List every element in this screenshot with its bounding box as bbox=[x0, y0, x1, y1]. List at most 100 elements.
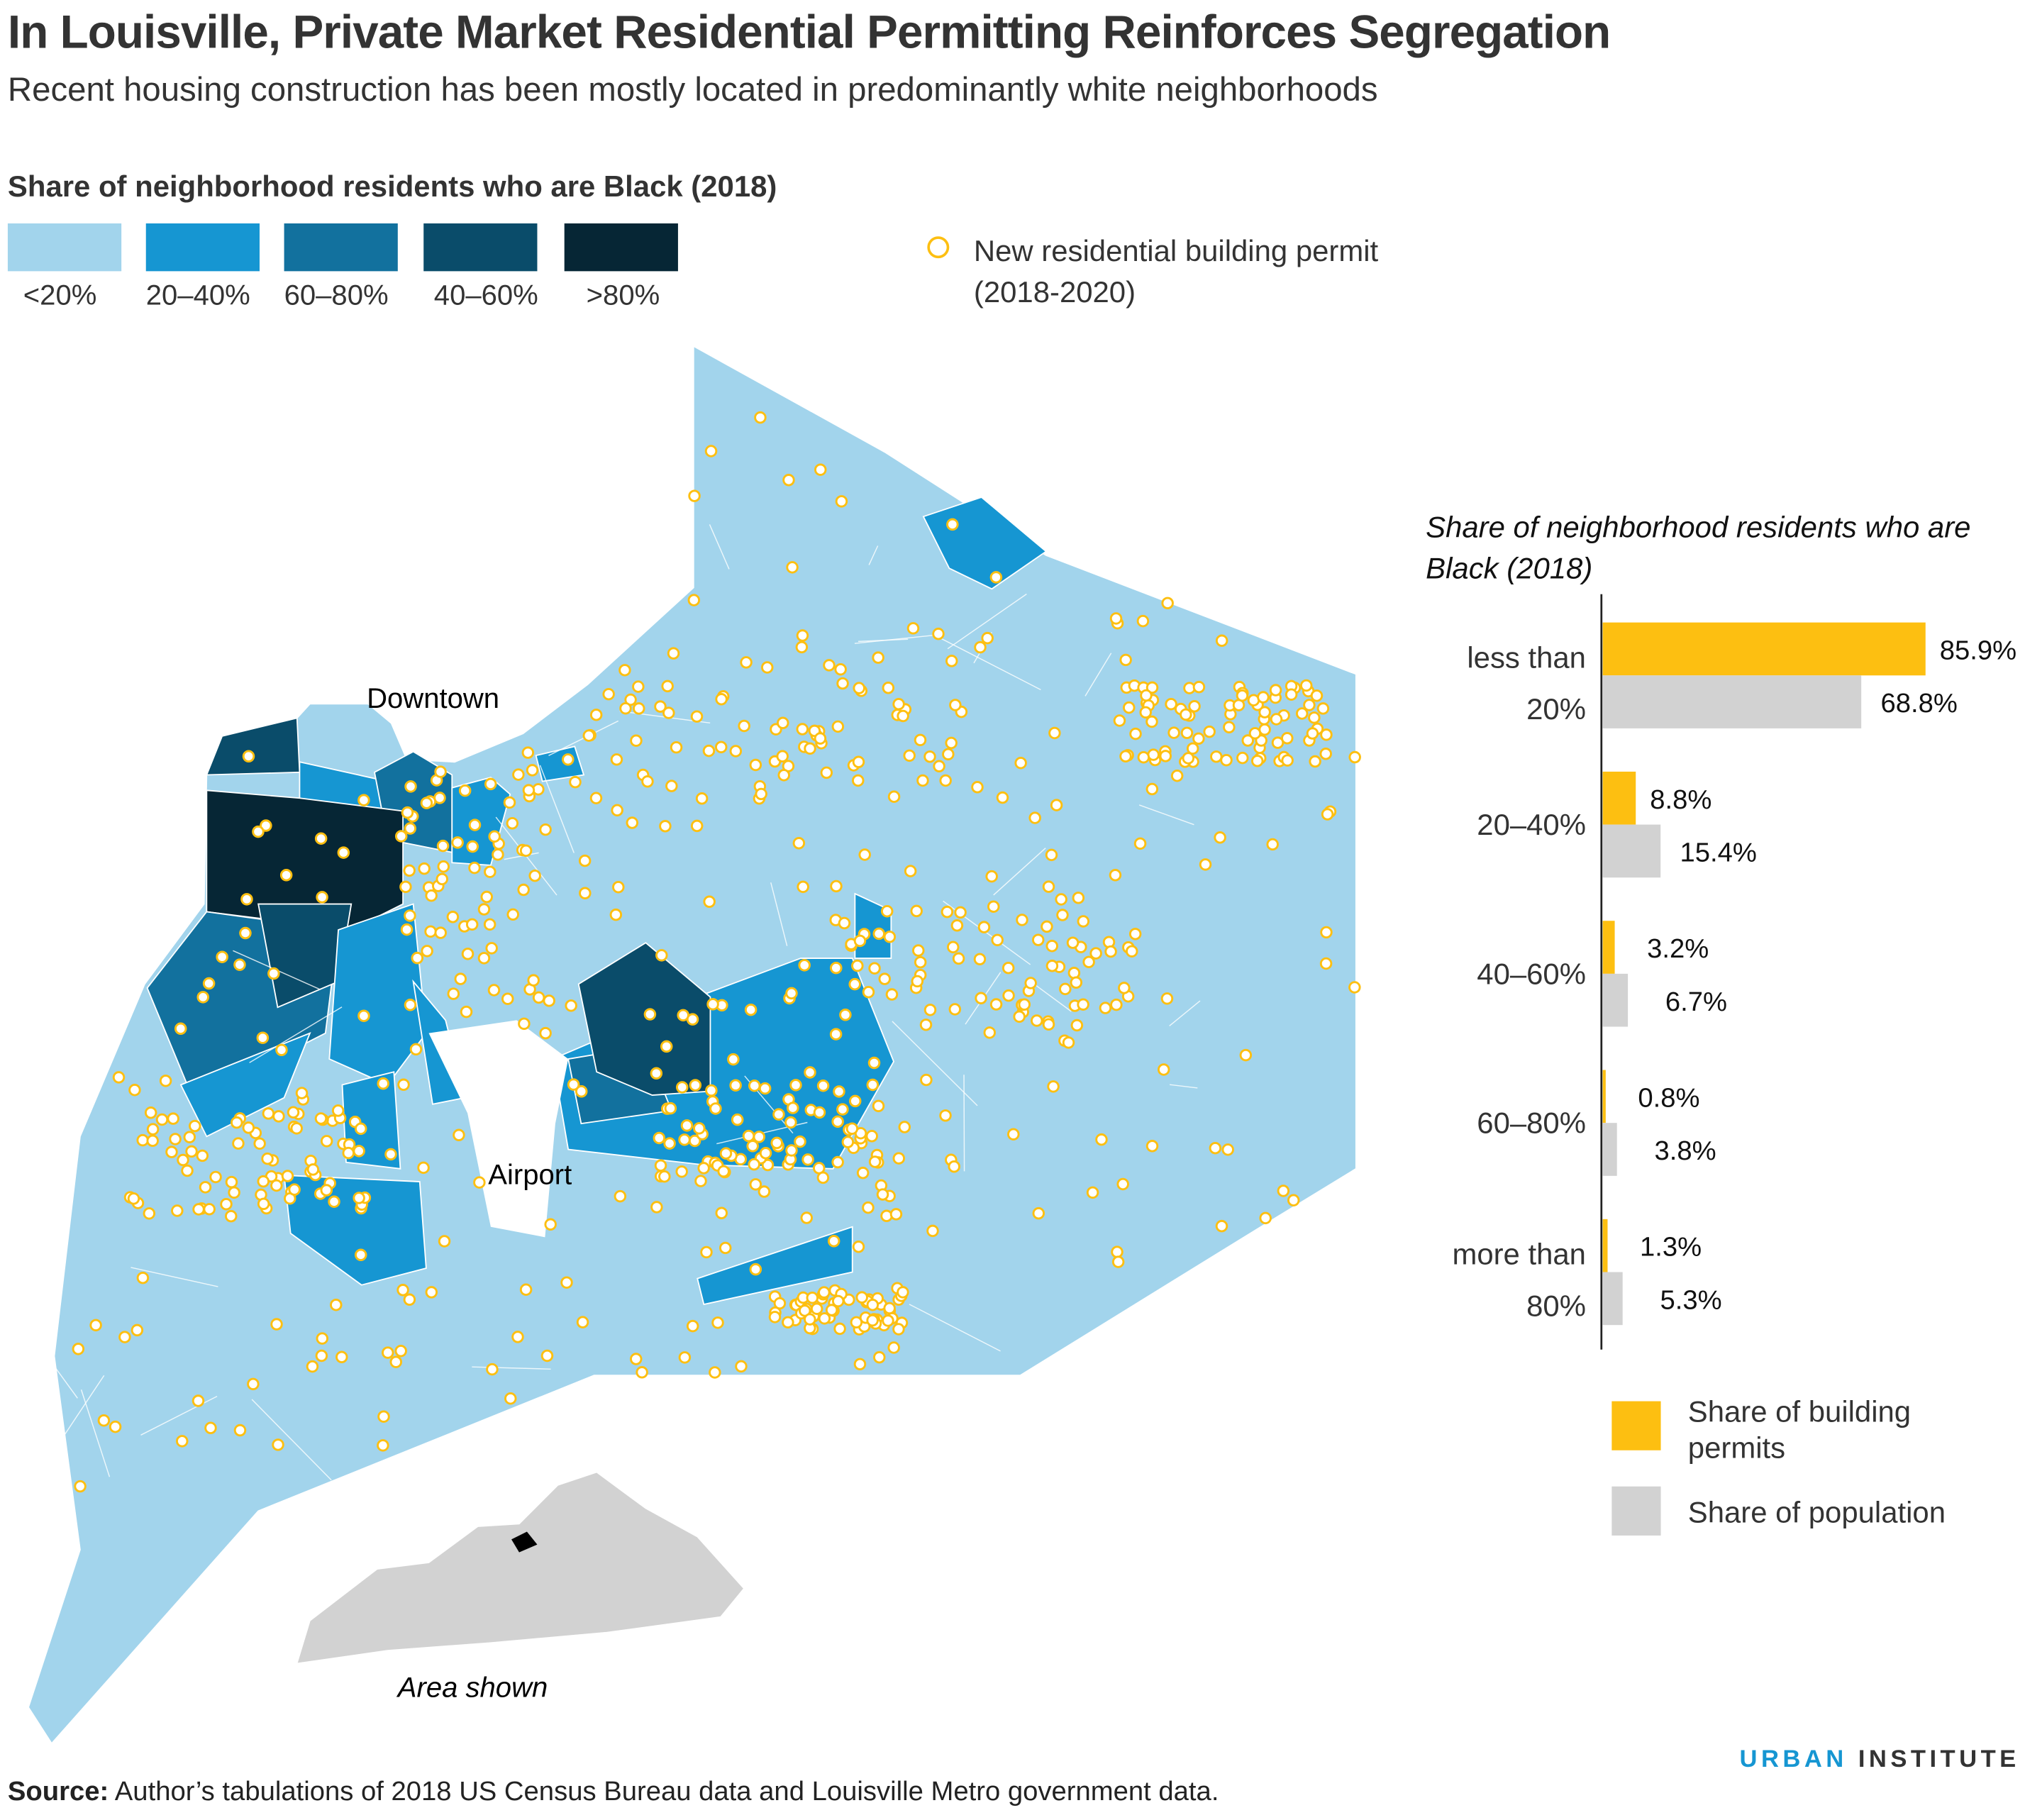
permit-dot bbox=[729, 745, 743, 758]
legend-label: <20% bbox=[23, 279, 97, 311]
permit-dot bbox=[420, 797, 433, 809]
permit-dot bbox=[914, 955, 927, 969]
permit-dot bbox=[1111, 1245, 1124, 1258]
permit-dot bbox=[872, 927, 885, 940]
permit-dot bbox=[320, 1184, 333, 1197]
boundary-line bbox=[80, 1389, 111, 1477]
permit-dot bbox=[196, 991, 209, 1004]
permit-dot bbox=[109, 1420, 122, 1433]
permit-dot bbox=[527, 974, 540, 987]
permit-dot bbox=[1110, 998, 1123, 1011]
permit-dot bbox=[1070, 1019, 1084, 1032]
permit-dot bbox=[852, 755, 865, 769]
permit-dot bbox=[755, 787, 767, 801]
permit-dot bbox=[1140, 689, 1153, 702]
permit-dot bbox=[454, 972, 467, 985]
permit-dot bbox=[1348, 750, 1361, 764]
permit-dot bbox=[1320, 926, 1333, 939]
permit-dot bbox=[742, 1129, 755, 1143]
permit-dot bbox=[185, 1145, 198, 1158]
permit-dot bbox=[1188, 700, 1201, 713]
data-label: 5.3% bbox=[1660, 1284, 1721, 1315]
permit-dot bbox=[759, 1147, 772, 1160]
permit-dot bbox=[306, 1163, 320, 1176]
permit-dot bbox=[910, 904, 923, 918]
permit-dot bbox=[403, 864, 416, 877]
legend-swatch-60-80 bbox=[284, 223, 398, 272]
permit-dot bbox=[660, 1040, 673, 1053]
permit-dot bbox=[232, 1137, 245, 1150]
permit-dot bbox=[1167, 726, 1180, 739]
area-shown-marker bbox=[511, 1531, 538, 1553]
permit-dot bbox=[1192, 680, 1206, 694]
permit-dot bbox=[686, 1319, 699, 1333]
permit-dot bbox=[562, 753, 575, 766]
permit-dot bbox=[1137, 750, 1150, 764]
permit-dot bbox=[688, 489, 701, 502]
permit-dot bbox=[354, 1122, 367, 1136]
permit-dot bbox=[749, 1178, 762, 1191]
neighborhood-b2040 bbox=[283, 1174, 427, 1286]
permit-dot bbox=[565, 999, 577, 1012]
permit-circle-icon bbox=[927, 236, 950, 259]
permit-dot bbox=[453, 1128, 465, 1142]
permit-dot bbox=[575, 1085, 588, 1098]
permit-dot bbox=[485, 942, 498, 955]
permit-dot bbox=[852, 1241, 865, 1253]
permit-dot bbox=[239, 926, 252, 940]
data-label: 3.8% bbox=[1655, 1136, 1716, 1166]
permit-dot bbox=[845, 1122, 859, 1135]
boundary-line bbox=[909, 1304, 1001, 1352]
permit-dot bbox=[948, 1003, 962, 1016]
permit-dot bbox=[1310, 689, 1324, 702]
permit-dot bbox=[512, 768, 525, 781]
permit-dot bbox=[1055, 893, 1067, 906]
permit-dot bbox=[798, 959, 811, 972]
permit-dot bbox=[506, 817, 519, 830]
permit-dot bbox=[1306, 727, 1319, 740]
permit-dot bbox=[695, 792, 709, 805]
permit-dot bbox=[1170, 770, 1184, 782]
permit-dot bbox=[1072, 892, 1085, 904]
permit-dot bbox=[1145, 681, 1159, 694]
permit-dot bbox=[1269, 684, 1282, 697]
category-label: less than bbox=[1467, 640, 1586, 674]
permit-dot bbox=[458, 784, 472, 797]
permit-dot bbox=[830, 961, 843, 975]
permit-dot bbox=[519, 1283, 533, 1296]
permit-dot bbox=[331, 1104, 345, 1117]
permit-dot bbox=[709, 1366, 721, 1379]
permit-dot bbox=[492, 848, 504, 861]
permit-dot bbox=[1271, 736, 1285, 749]
permit-dot bbox=[678, 1351, 692, 1364]
permit-dot bbox=[744, 1003, 758, 1016]
permit-dot bbox=[473, 1176, 486, 1189]
permit-dot bbox=[611, 804, 623, 817]
permit-dot bbox=[816, 1171, 830, 1184]
permit-dot bbox=[560, 1276, 573, 1289]
permit-dot bbox=[1041, 920, 1053, 933]
permit-dot bbox=[165, 1145, 178, 1158]
permit-dot bbox=[425, 889, 438, 902]
neighborhood-b2040 bbox=[179, 1032, 311, 1138]
permit-dot bbox=[836, 1103, 849, 1116]
permit-dot bbox=[794, 1135, 806, 1148]
permit-dot bbox=[1123, 701, 1136, 714]
permit-dot bbox=[1018, 998, 1031, 1011]
permit-dot bbox=[827, 1235, 840, 1248]
permit-dot bbox=[777, 716, 789, 730]
permit-dot bbox=[314, 832, 328, 845]
permit-dot bbox=[618, 664, 631, 677]
permit-dot bbox=[543, 994, 555, 1007]
permit-dot bbox=[1113, 714, 1126, 727]
permit-dot bbox=[177, 1153, 189, 1167]
permit-dot bbox=[653, 1131, 666, 1145]
permit-dot bbox=[676, 1081, 689, 1094]
permit-dot bbox=[800, 1211, 814, 1224]
permit-dot bbox=[484, 865, 496, 878]
bar-population bbox=[1602, 1123, 1617, 1176]
legend-label: 60–80% bbox=[284, 279, 389, 311]
permit-dot bbox=[1016, 914, 1028, 926]
permit-dot bbox=[758, 1082, 772, 1095]
permit-dot bbox=[816, 1080, 830, 1092]
